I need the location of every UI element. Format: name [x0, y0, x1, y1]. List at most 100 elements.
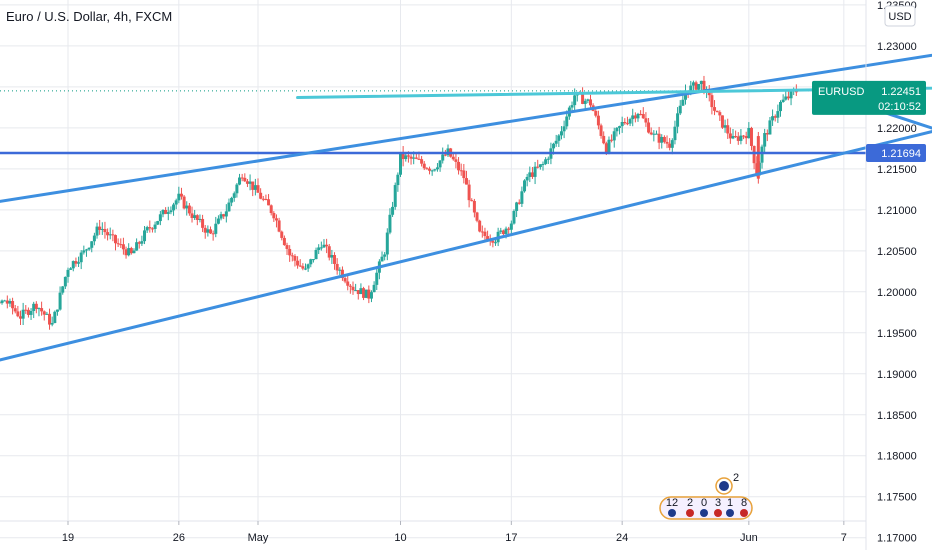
candle-body	[383, 254, 387, 257]
candle	[319, 241, 323, 251]
candle	[100, 222, 104, 235]
candle	[760, 144, 764, 169]
candle-body	[214, 223, 218, 234]
candle	[32, 301, 36, 319]
candle	[546, 156, 550, 165]
candle	[383, 252, 387, 261]
candle-body	[13, 308, 17, 312]
candle	[143, 225, 147, 245]
candle	[298, 259, 302, 268]
symbol-label: EURUSD	[818, 86, 865, 98]
candle-body	[552, 143, 556, 149]
candle	[24, 305, 28, 314]
price-tick-label: 1.19500	[877, 328, 917, 340]
candle-body	[644, 118, 648, 123]
event-flags: 12 2 0 3 1 8	[659, 496, 753, 520]
candle	[599, 123, 603, 139]
price-tick-label: 1.19000	[877, 369, 917, 381]
candle-body	[428, 168, 432, 171]
candle	[8, 298, 12, 307]
candle-body	[536, 166, 540, 168]
currency-button[interactable]: USD	[884, 5, 916, 27]
time-axis[interactable]: 1926May101724Jun714	[62, 521, 932, 544]
candle-body	[779, 102, 782, 112]
candle-body	[16, 311, 20, 317]
candle-body	[98, 226, 102, 230]
candle-body	[631, 115, 635, 120]
candle-body	[689, 85, 693, 94]
candle-body	[364, 289, 368, 298]
candle	[428, 166, 432, 175]
candle-body	[736, 136, 740, 141]
candle	[209, 226, 212, 234]
candle	[74, 257, 78, 267]
candle-body	[293, 255, 297, 261]
candle	[425, 166, 429, 170]
candle-body	[222, 214, 226, 217]
candle	[501, 229, 505, 236]
candle-body	[673, 126, 677, 141]
candle-body	[182, 196, 186, 209]
candle-body	[290, 255, 294, 257]
last-price-tag: EURUSD 1.22451 02:10:52	[812, 80, 926, 115]
candle-body	[61, 286, 65, 293]
candle-body	[499, 230, 503, 232]
candle-body	[211, 233, 215, 235]
candle	[530, 167, 534, 179]
candle-body	[172, 204, 176, 211]
event-bubble: 2	[715, 472, 739, 495]
event-flag-icon	[668, 509, 676, 517]
candle	[776, 104, 780, 123]
candle	[678, 100, 682, 116]
candle	[92, 232, 96, 246]
candle	[338, 267, 342, 276]
candle	[462, 164, 466, 184]
candle-body	[625, 123, 629, 125]
last-price-tag-bg	[812, 80, 926, 115]
candle-body	[309, 259, 313, 265]
candle-body	[507, 228, 511, 230]
candle-body	[143, 230, 147, 242]
candle	[153, 221, 157, 233]
candle	[145, 225, 149, 233]
candle-body	[517, 202, 521, 204]
candle	[140, 235, 144, 246]
candle-body	[119, 244, 123, 246]
candle-body	[641, 114, 645, 119]
candle	[467, 179, 471, 208]
candle	[446, 144, 450, 158]
candle-body	[34, 303, 38, 309]
candle-body	[87, 247, 91, 250]
candle-body	[116, 243, 120, 245]
candle-body	[259, 192, 263, 199]
candle-body	[509, 223, 513, 230]
candle-body	[111, 234, 115, 236]
trendline	[0, 130, 932, 362]
candle-body	[179, 193, 183, 197]
candle-body	[227, 202, 231, 212]
candle	[77, 256, 81, 268]
candle	[393, 182, 397, 210]
candle-body	[219, 214, 223, 219]
candle	[362, 286, 366, 301]
candle	[454, 154, 458, 169]
candle	[37, 307, 41, 317]
candle-body	[478, 220, 482, 232]
candle	[135, 238, 139, 251]
candle-body	[187, 205, 191, 214]
candle	[301, 263, 305, 271]
candle-body	[596, 115, 600, 126]
candle-body	[618, 126, 622, 128]
candle-body	[472, 200, 476, 213]
candle-body	[121, 244, 125, 250]
economic-events[interactable]: 12 2 0 3 1 82	[659, 472, 753, 520]
candle	[391, 201, 395, 217]
candle-body	[435, 167, 439, 170]
candle-body	[647, 122, 651, 133]
candle-body	[765, 133, 769, 135]
candle	[409, 154, 413, 165]
candle	[127, 243, 131, 257]
candle	[34, 301, 38, 314]
candle-body	[82, 250, 86, 253]
